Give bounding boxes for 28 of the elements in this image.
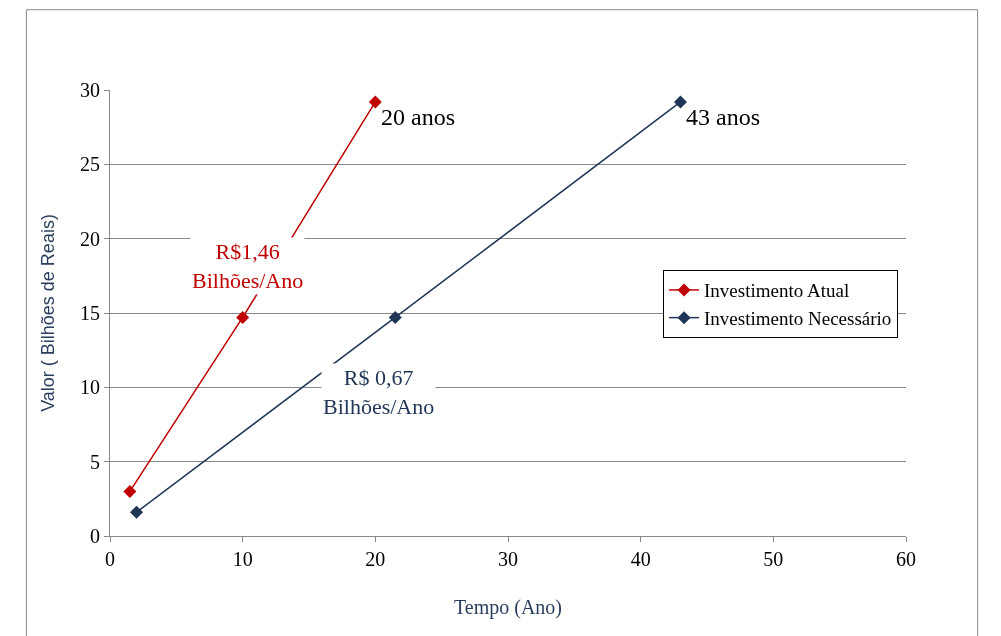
annotation: R$1,46 Bilhões/Ano	[192, 239, 304, 293]
annotation: 43 anos	[686, 104, 760, 130]
annotation: 20 anos	[381, 104, 455, 130]
x-tick-label: 0	[105, 548, 115, 570]
y-tick-label: 5	[90, 450, 100, 473]
x-tick-label: 60	[896, 548, 916, 570]
point	[123, 484, 137, 498]
y-axis-title: Valor ( Bilhões de Reais)	[38, 214, 59, 412]
x-tick-label: 10	[232, 548, 253, 570]
point	[388, 310, 402, 324]
x-tick-label: 20	[365, 548, 386, 570]
legend-label: Investimento Necessário	[704, 308, 892, 330]
x-axis-title: Tempo (Ano)	[453, 595, 563, 619]
point	[130, 505, 144, 519]
y-tick-label: 20	[80, 227, 100, 250]
x-tick-label: 40	[630, 548, 651, 570]
y-tick-label: 0	[90, 525, 100, 547]
legend-label: Investimento Atual	[704, 280, 850, 302]
y-tick-label: 30	[80, 79, 100, 101]
annotation: R$ 0,67 Bilhões/Ano	[323, 365, 435, 419]
point	[368, 95, 382, 109]
point	[236, 310, 250, 324]
x-tick-label: 50	[763, 548, 784, 570]
x-tick-label: 30	[498, 548, 518, 570]
point	[673, 95, 687, 109]
y-tick-label: 15	[80, 302, 100, 324]
y-tick-label: 25	[80, 153, 100, 176]
y-tick-label: 10	[80, 376, 100, 399]
